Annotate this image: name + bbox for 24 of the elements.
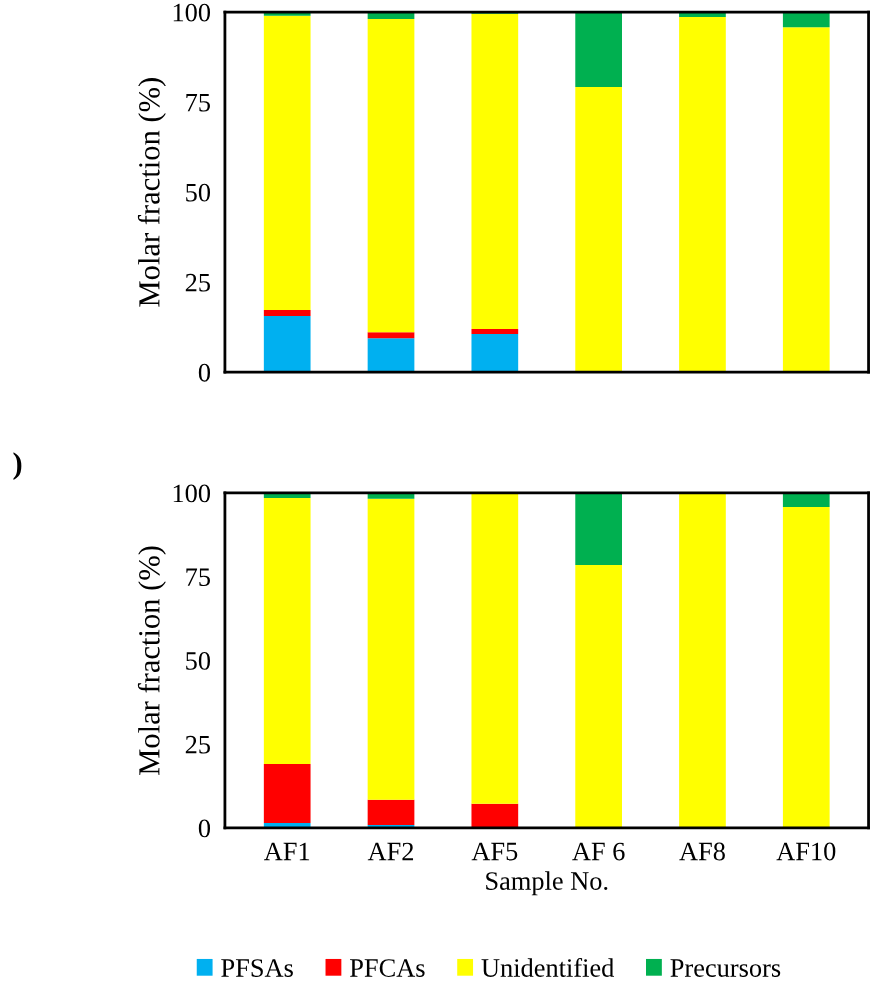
text: )	[13, 452, 22, 480]
legend-label: Precursors	[670, 959, 781, 977]
y-tick-label: 75	[186, 568, 210, 587]
x-tick-label: AF5	[471, 842, 518, 861]
y-tick-label: 25	[185, 735, 210, 754]
x-axis-title: Sample No.	[486, 871, 608, 896]
y-tick-label: 0	[198, 819, 211, 838]
y-tick-label: 50	[186, 183, 211, 202]
y-tick-label: 25	[185, 273, 210, 292]
x-tick-label: AF1	[264, 842, 310, 861]
legend-label: Unidentified	[481, 958, 615, 977]
y-tick-label: 0	[198, 363, 211, 382]
x-tick-label: AF8	[679, 842, 725, 861]
y-tick-label: 50	[186, 652, 211, 670]
y-tick-label: 100	[173, 484, 211, 503]
x-tick-label: AF 6	[572, 842, 625, 861]
y-axis-title: Molar fraction (%)	[137, 546, 166, 775]
y-tick-label: 75	[186, 93, 210, 112]
legend-label: PFSAs	[221, 959, 293, 977]
x-tick-label: AF10	[776, 842, 836, 861]
y-tick-label: 100	[173, 3, 211, 22]
x-tick-label: AF2	[367, 842, 414, 861]
legend-label: PFCAs	[350, 959, 425, 977]
y-axis-title: Molar fraction (%)	[137, 78, 166, 307]
